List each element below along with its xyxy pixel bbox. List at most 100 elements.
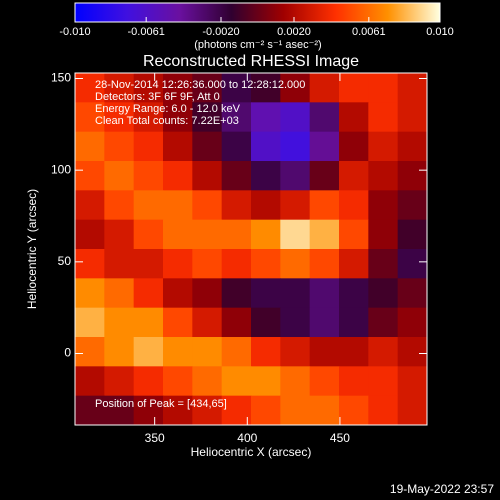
pixel [368, 73, 399, 103]
pixel [163, 366, 193, 397]
pixel [280, 307, 311, 338]
pixel [221, 366, 252, 397]
pixel [251, 131, 281, 162]
pixel [397, 102, 428, 133]
colorbar-label: (photons cm⁻² s⁻¹ asec⁻²) [194, 39, 321, 51]
pixel [192, 395, 223, 426]
pixel [133, 102, 164, 133]
colorbar-tick-label: 0.010 [426, 26, 454, 38]
pixel [163, 161, 193, 191]
pixel [339, 366, 369, 397]
pixel [192, 73, 223, 103]
annotation: Energy Range: 6.0 - 12.0 keV [95, 103, 241, 115]
pixel [368, 395, 399, 426]
pixel [163, 73, 193, 103]
colorbar-tick-label: -0.010 [59, 26, 90, 38]
pixel [104, 161, 135, 191]
pixel [368, 278, 399, 309]
pixel [192, 131, 223, 162]
pixel [251, 190, 281, 221]
pixel [133, 337, 164, 367]
pixel [104, 102, 135, 133]
pixel [339, 73, 369, 103]
y-axis-label: Heliocentric Y (arcsec) [25, 189, 39, 309]
footer-date: 19-May-2022 23:57 [390, 482, 494, 496]
chart-title: Reconstructed RHESSI Image [143, 53, 359, 70]
pixel [397, 337, 428, 367]
pixel [309, 190, 340, 221]
pixel [104, 73, 135, 103]
pixel [339, 249, 369, 279]
colorbar-tick-label: -0.0061 [128, 26, 165, 38]
pixel [163, 307, 193, 338]
pixel [309, 161, 340, 191]
pixel [280, 131, 311, 162]
pixel [339, 278, 369, 309]
pixel [309, 395, 340, 426]
pixel [309, 337, 340, 367]
pixel [339, 190, 369, 221]
pixel [192, 278, 223, 309]
pixel [104, 131, 135, 162]
pixel [163, 249, 193, 279]
pixel [251, 307, 281, 338]
pixel [309, 131, 340, 162]
pixel [104, 278, 135, 309]
pixel [163, 337, 193, 367]
pixel [251, 161, 281, 191]
x-tick-label: 450 [330, 431, 350, 445]
pixel [251, 102, 281, 133]
pixel [75, 278, 105, 309]
pixel [133, 395, 164, 426]
pixel [309, 219, 340, 250]
pixel [368, 249, 399, 279]
pixel [368, 190, 399, 221]
pixel [221, 249, 252, 279]
pixel [104, 337, 135, 367]
pixel [397, 161, 428, 191]
peak-label: Position of Peak = [434,65] [95, 398, 227, 410]
pixel [397, 395, 428, 426]
colorbar [74, 2, 441, 23]
annotation: Clean Total counts: 7.22E+03 [95, 115, 239, 127]
pixel [192, 307, 223, 338]
pixel [192, 219, 223, 250]
pixel [368, 337, 399, 367]
pixel [133, 307, 164, 338]
pixel [251, 395, 281, 426]
pixel [309, 102, 340, 133]
pixel [221, 278, 252, 309]
pixel [192, 337, 223, 367]
pixel [339, 219, 369, 250]
plot-frame [74, 72, 428, 426]
colorbar-tick-label: 0.0020 [277, 26, 311, 38]
pixel [75, 73, 105, 103]
pixel [280, 219, 311, 250]
y-tick-label: 150 [51, 71, 71, 85]
pixel [339, 395, 369, 426]
pixel [339, 161, 369, 191]
pixel [192, 102, 223, 133]
pixel [163, 395, 193, 426]
pixel [221, 73, 252, 103]
pixel [280, 102, 311, 133]
pixel [221, 161, 252, 191]
pixel [75, 337, 105, 367]
pixel [251, 249, 281, 279]
pixel [251, 219, 281, 250]
pixel [397, 190, 428, 221]
pixel [192, 190, 223, 221]
pixel [163, 219, 193, 250]
pixel [221, 102, 252, 133]
pixel [133, 366, 164, 397]
colorbar-tick-label: -0.0020 [202, 26, 239, 38]
pixel [163, 278, 193, 309]
pixel [133, 73, 164, 103]
pixel [221, 131, 252, 162]
pixel [133, 249, 164, 279]
pixel [280, 337, 311, 367]
annotation: Detectors: 3F 6F 9F, Att 0 [95, 91, 220, 103]
pixel [75, 307, 105, 338]
pixel [251, 73, 281, 103]
pixel [192, 366, 223, 397]
